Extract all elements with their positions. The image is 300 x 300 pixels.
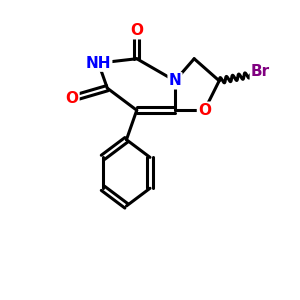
- Text: O: O: [130, 23, 143, 38]
- Text: NH: NH: [86, 56, 111, 70]
- Text: O: O: [198, 103, 211, 118]
- Text: N: N: [169, 73, 182, 88]
- Text: Br: Br: [251, 64, 270, 80]
- Text: O: O: [65, 91, 79, 106]
